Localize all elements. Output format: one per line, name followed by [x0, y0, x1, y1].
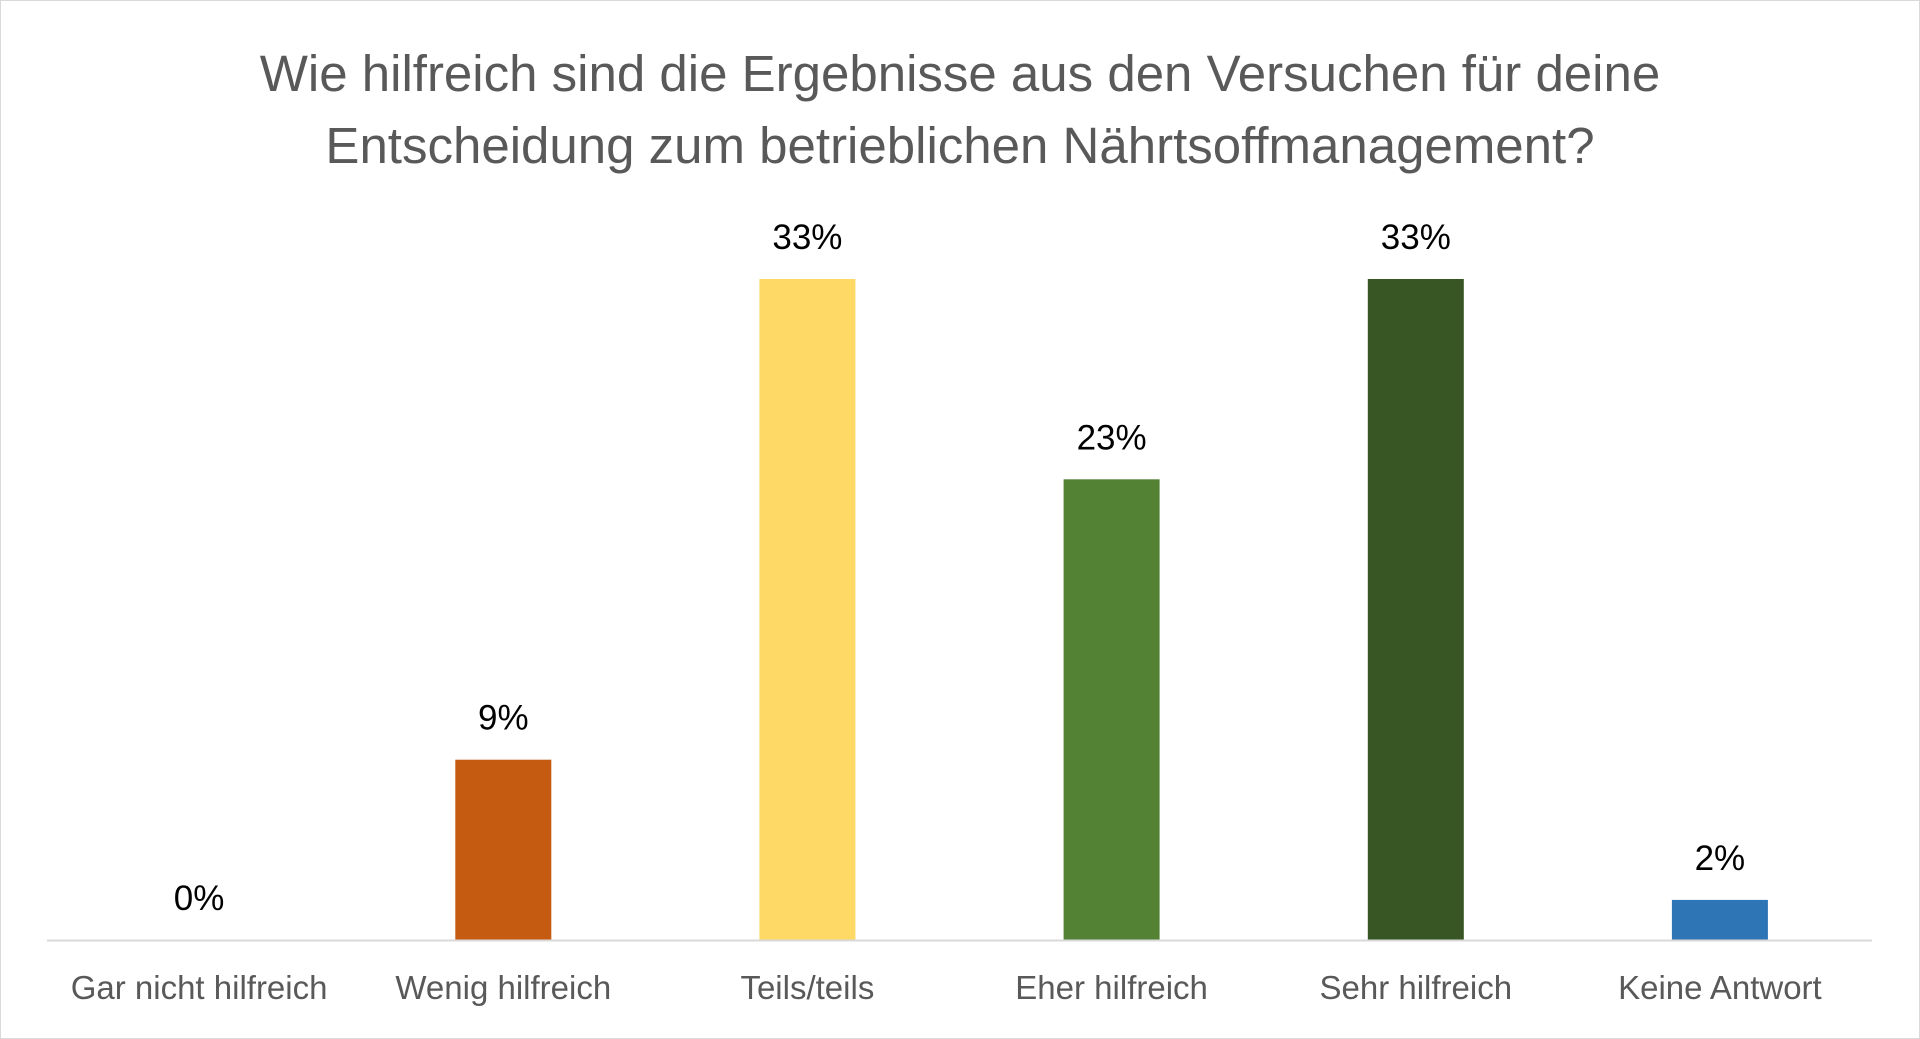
chart-title-line-2: Entscheidung zum betrieblichen Nährtsoff…	[325, 117, 1595, 174]
data-label-6: 2%	[1695, 839, 1746, 878]
bar-6	[1671, 899, 1768, 940]
bar-5	[1367, 279, 1464, 940]
data-label-1: 0%	[174, 879, 225, 918]
data-label-5: 33%	[1381, 218, 1451, 257]
x-tick-label-4: Eher hilfreich	[1015, 969, 1208, 1006]
bar-4	[1063, 479, 1160, 940]
bar-3	[759, 279, 856, 940]
data-label-4: 23%	[1077, 418, 1147, 457]
chart-title: Wie hilfreich sind die Ergebnisse aus de…	[0, 38, 1920, 182]
x-tick-label-1: Gar nicht hilfreich	[71, 969, 328, 1006]
data-label-2: 9%	[478, 699, 529, 738]
x-tick-label-3: Teils/teils	[740, 969, 874, 1006]
bar-2	[455, 759, 552, 940]
x-tick-label-6: Keine Antwort	[1618, 969, 1822, 1006]
x-tick-label-5: Sehr hilfreich	[1320, 969, 1513, 1006]
x-tick-label-2: Wenig hilfreich	[395, 969, 611, 1006]
chart-title-line-1: Wie hilfreich sind die Ergebnisse aus de…	[259, 45, 1661, 102]
data-label-3: 33%	[772, 218, 842, 257]
